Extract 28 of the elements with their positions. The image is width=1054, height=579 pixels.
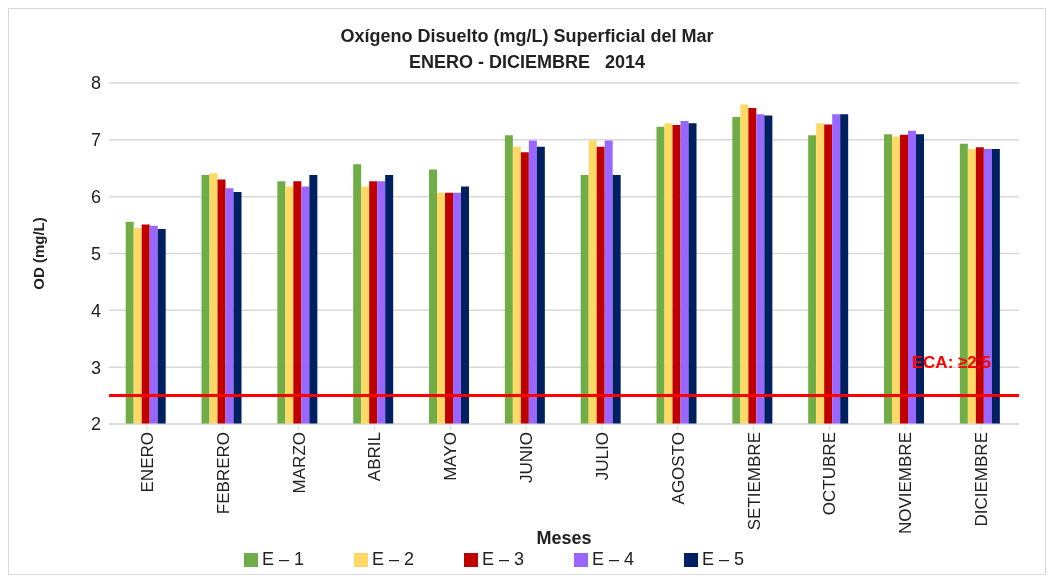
x-tick-label: JULIO [592,432,612,481]
legend-label: E – 2 [371,549,414,569]
legend-label: E – 1 [261,549,304,569]
legend-label: E – 4 [592,549,635,569]
y-tick-label: 8 [90,73,101,94]
x-tick-label: DICIEMBRE [972,432,992,527]
x-tick-label: ABRIL [365,432,385,482]
y-axis-title: OD (mg/L) [30,217,48,290]
x-axis-title: Meses [536,528,592,548]
x-tick-label: AGOSTO [668,432,688,505]
x-tick-label: MARZO [289,432,309,494]
x-tick-label: SETIEMBRE [744,432,764,531]
x-tick-label: JUNIO [517,432,537,483]
y-tick-label: 6 [90,187,101,208]
y-tick-label: 2 [90,414,101,435]
x-tick-label: OCTUBRE [820,432,840,516]
legend-label: E – 5 [702,549,745,569]
y-tick-label: 5 [90,243,101,264]
chart-title: Oxígeno Disuelto (mg/L) Superficial del Mar [339,25,715,48]
x-tick-label: FEBRERO [213,432,233,515]
y-tick-label: 4 [90,300,101,321]
y-tick-label: 7 [90,130,101,151]
y-tick-label: 3 [90,357,101,378]
x-tick-label: MAYO [441,432,461,481]
x-tick-label: NOVIEMBRE [896,432,916,535]
chart-subtitle: ENERO - DICIEMBRE 2014 [407,51,647,74]
legend-label: E – 3 [481,549,525,569]
x-tick-label: ENERO [137,432,157,493]
